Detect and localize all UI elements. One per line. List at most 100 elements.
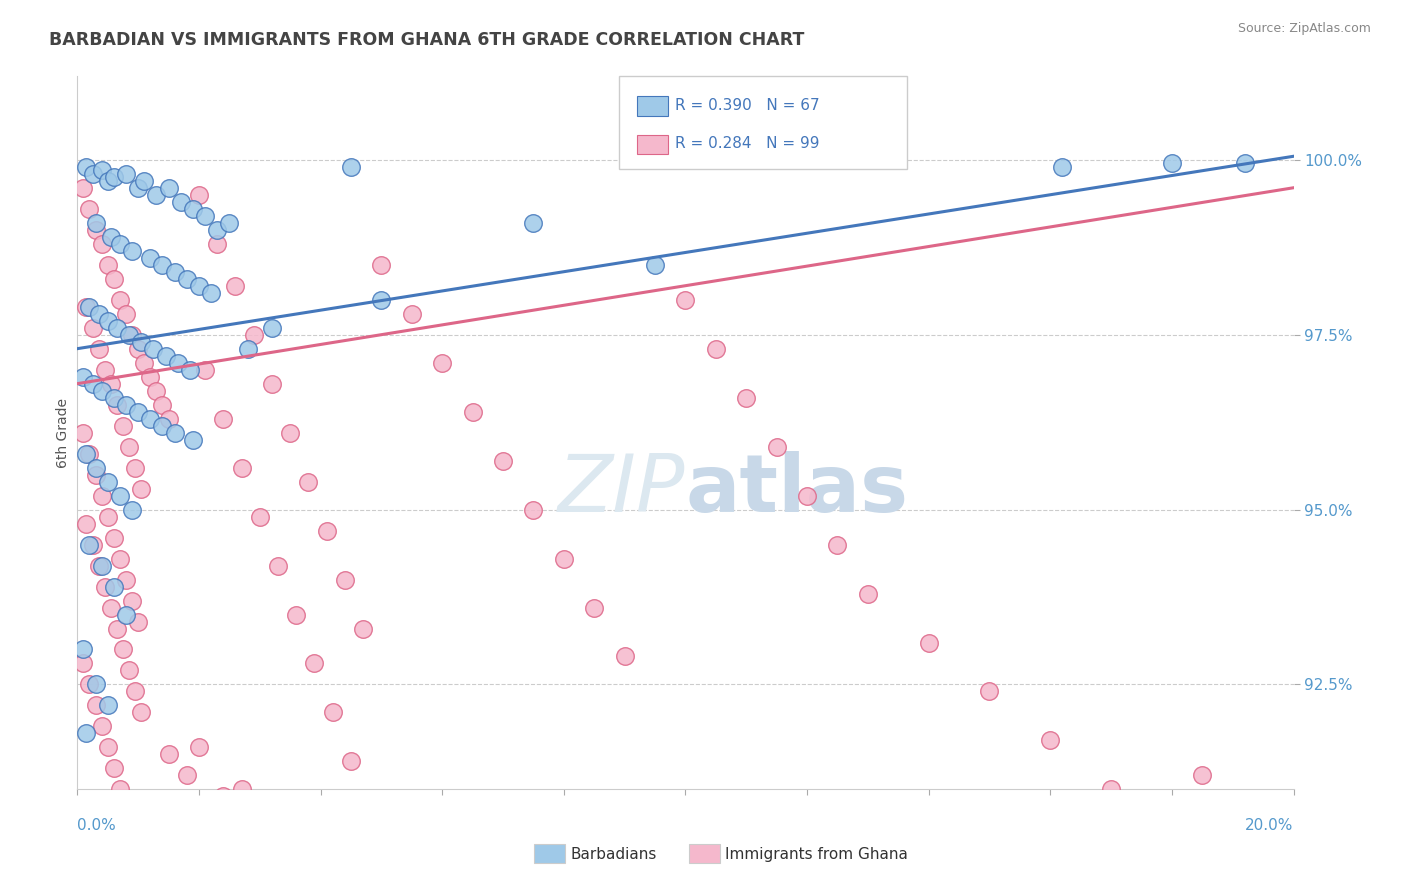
Point <box>82 537 104 551</box>
Point <box>87 342 110 356</box>
Point <box>121 327 143 342</box>
Point <box>1052 160 1074 174</box>
Point <box>97 475 120 489</box>
Point <box>103 271 125 285</box>
Point <box>84 223 107 237</box>
Point <box>93 580 115 594</box>
Point <box>267 558 290 573</box>
Point <box>231 460 253 475</box>
Point <box>644 258 666 272</box>
Point <box>188 187 211 202</box>
Point <box>127 404 149 418</box>
Point <box>242 327 264 342</box>
Point <box>105 398 128 412</box>
Point <box>97 740 120 755</box>
Point <box>856 586 879 600</box>
Point <box>218 216 240 230</box>
Point <box>212 789 235 804</box>
Text: Immigrants from Ghana: Immigrants from Ghana <box>725 847 908 862</box>
Point <box>72 657 94 671</box>
Y-axis label: 6th Grade: 6th Grade <box>56 398 70 467</box>
Point <box>827 537 849 551</box>
Point <box>134 174 156 188</box>
Point <box>170 194 193 209</box>
Point <box>1191 768 1213 782</box>
Point <box>72 369 94 384</box>
Point <box>249 831 271 846</box>
Point <box>121 593 143 607</box>
Point <box>315 524 337 538</box>
Point <box>163 265 186 279</box>
Point <box>157 411 180 425</box>
Point <box>118 327 141 342</box>
Point <box>765 440 787 454</box>
Point <box>139 369 162 384</box>
Point <box>79 677 101 691</box>
Point <box>90 236 112 251</box>
Point <box>139 251 162 265</box>
Point <box>1039 733 1062 747</box>
Point <box>212 411 235 425</box>
Point <box>181 433 204 447</box>
Point <box>522 216 544 230</box>
Point <box>522 502 544 516</box>
Point <box>84 460 107 475</box>
Text: 20.0%: 20.0% <box>1246 818 1294 832</box>
Point <box>194 209 217 223</box>
Point <box>115 607 138 622</box>
Point <box>127 342 149 356</box>
Point <box>79 537 101 551</box>
Point <box>735 391 758 405</box>
Point <box>370 258 392 272</box>
Point <box>461 404 484 418</box>
Point <box>297 475 319 489</box>
Point <box>84 698 107 713</box>
Point <box>97 314 120 328</box>
Point <box>155 349 177 363</box>
Point <box>103 531 125 545</box>
Point <box>90 384 112 398</box>
Point <box>224 278 246 293</box>
Point <box>127 615 149 629</box>
Point <box>352 622 374 636</box>
Point <box>90 558 112 573</box>
Point <box>205 236 228 251</box>
Point <box>370 293 392 307</box>
Point <box>129 706 152 720</box>
Point <box>90 489 112 503</box>
Point <box>115 573 138 587</box>
Point <box>231 782 253 797</box>
Point <box>188 278 211 293</box>
Text: BARBADIAN VS IMMIGRANTS FROM GHANA 6TH GRADE CORRELATION CHART: BARBADIAN VS IMMIGRANTS FROM GHANA 6TH G… <box>49 31 804 49</box>
Point <box>82 376 104 391</box>
Point <box>79 202 101 216</box>
Point <box>108 551 131 566</box>
Point <box>194 817 217 831</box>
Point <box>115 167 138 181</box>
Point <box>84 467 107 482</box>
Point <box>118 440 141 454</box>
Point <box>200 285 222 300</box>
Point <box>583 600 606 615</box>
Point <box>134 356 156 370</box>
Point <box>129 482 152 496</box>
Point <box>97 509 120 524</box>
Point <box>205 223 228 237</box>
Point <box>157 180 180 194</box>
Point <box>675 293 697 307</box>
Point <box>613 649 636 664</box>
Point <box>1161 156 1184 170</box>
Point <box>108 293 131 307</box>
Point <box>97 698 120 713</box>
Point <box>166 356 188 370</box>
Point <box>340 160 363 174</box>
Point <box>79 447 101 461</box>
Point <box>100 229 122 244</box>
Point <box>90 719 112 733</box>
Point <box>152 258 174 272</box>
Point <box>87 558 110 573</box>
Point <box>93 362 115 376</box>
Point <box>90 163 112 178</box>
Point <box>108 236 131 251</box>
Point <box>129 334 152 349</box>
